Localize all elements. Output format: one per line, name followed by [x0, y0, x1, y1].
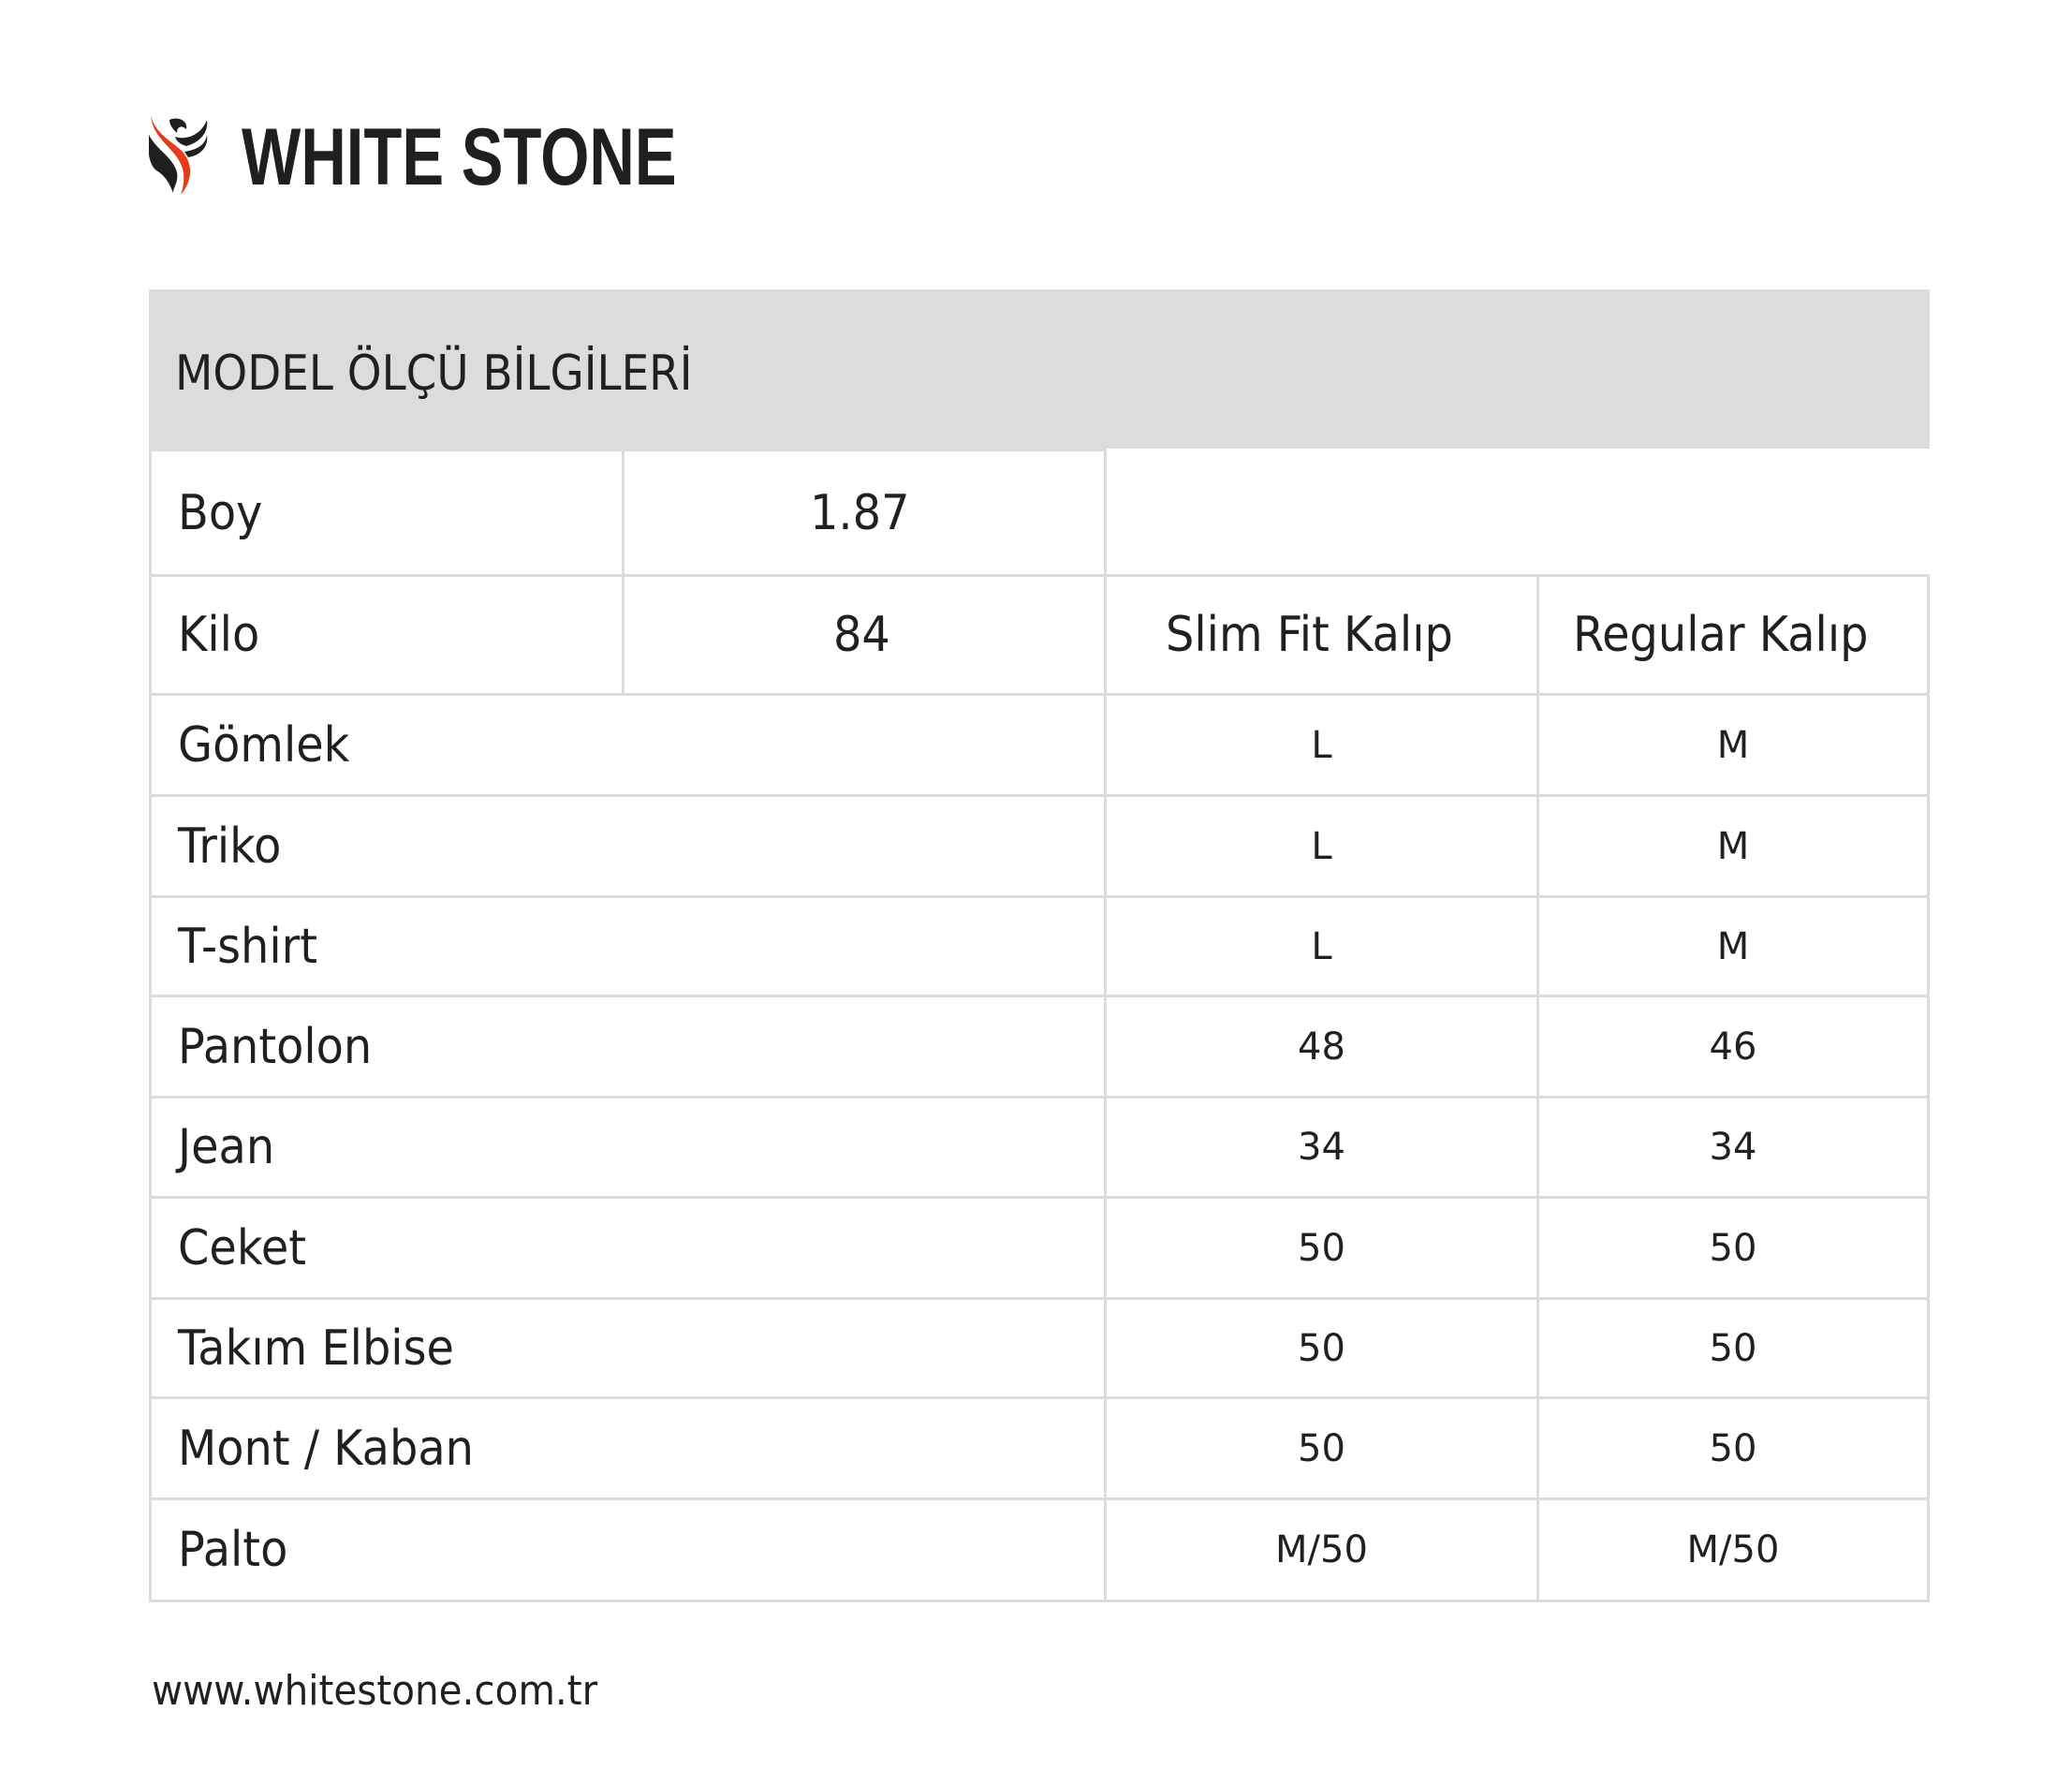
- row-slim-size: 34: [1104, 1096, 1539, 1199]
- row-regular-size: M/50: [1536, 1497, 1930, 1602]
- row-label: Gömlek: [149, 693, 1107, 797]
- row-regular-size: M: [1536, 693, 1930, 797]
- row-regular-size: 50: [1536, 1297, 1930, 1399]
- column-header-regular: Regular Kalıp: [1536, 574, 1930, 696]
- column-header-slim: Slim Fit Kalıp: [1104, 574, 1539, 696]
- boy-label: Boy: [149, 449, 625, 577]
- website-url[interactable]: www.whitestone.com.tr: [152, 1667, 598, 1715]
- row-label: Mont / Kaban: [149, 1396, 1107, 1500]
- boy-value: 1.87: [622, 449, 1107, 577]
- brand-name: WHITE STONE: [242, 112, 677, 202]
- row-regular-size: M: [1536, 794, 1930, 898]
- section-title: MODEL ÖLÇÜ BİLGİLERİ: [175, 346, 693, 402]
- row-label: Takım Elbise: [149, 1297, 1107, 1399]
- row-regular-size: 50: [1536, 1396, 1930, 1500]
- row-regular-size: M: [1536, 895, 1930, 997]
- row-slim-size: 50: [1104, 1196, 1539, 1300]
- row-label: Jean: [149, 1096, 1107, 1199]
- row-slim-size: M/50: [1104, 1497, 1539, 1602]
- row-slim-size: L: [1104, 693, 1539, 797]
- row-regular-size: 34: [1536, 1096, 1930, 1199]
- row-label: Pantolon: [149, 995, 1107, 1099]
- kilo-value: 84: [622, 574, 1107, 696]
- row-slim-size: 48: [1104, 995, 1539, 1099]
- row-label: Palto: [149, 1497, 1107, 1602]
- row-label: T-shirt: [149, 895, 1107, 997]
- phoenix-logo-icon: [149, 116, 208, 195]
- row-regular-size: 50: [1536, 1196, 1930, 1300]
- row-label: Triko: [149, 794, 1107, 898]
- row-slim-size: 50: [1104, 1396, 1539, 1500]
- section-header: MODEL ÖLÇÜ BİLGİLERİ: [149, 289, 1930, 449]
- row-slim-size: L: [1104, 794, 1539, 898]
- row-slim-size: L: [1104, 895, 1539, 997]
- kilo-label: Kilo: [149, 574, 625, 696]
- row-label: Ceket: [149, 1196, 1107, 1300]
- row-regular-size: 46: [1536, 995, 1930, 1099]
- row-slim-size: 50: [1104, 1297, 1539, 1399]
